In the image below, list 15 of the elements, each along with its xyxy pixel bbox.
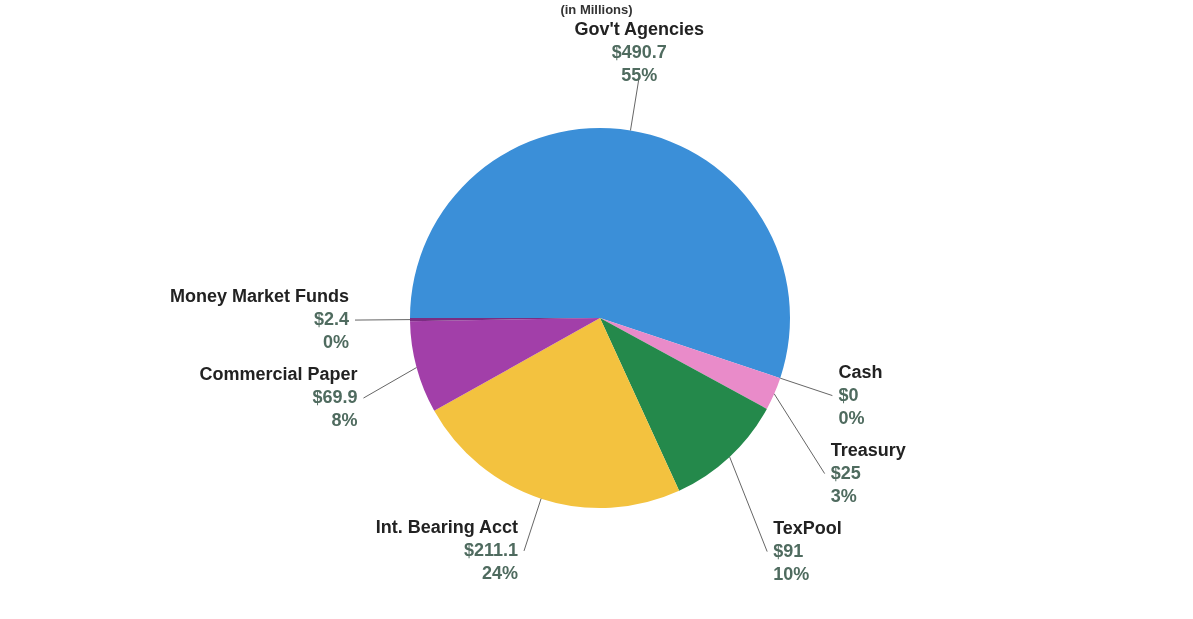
text: $0 0% [838,384,865,428]
slice-label: Int. Bearing Acct [375,516,519,537]
slice-label: Treasury [830,439,906,460]
slice-label: Commercial Paper [199,364,358,385]
data-label: $490.7 55% [611,42,667,86]
slice-label: Money Market Funds [169,286,350,307]
data-label: $91 10% [773,540,810,584]
slice-label: Gov't Agencies [574,19,705,40]
data-label: $211.1 24% [463,539,519,583]
data-label: $2.4 0% [313,309,350,353]
data-label: $25 3% [830,462,861,506]
slice-label: TexPool [773,517,842,538]
category-label: Cash [838,361,883,382]
chart-subtitle: (in Millions) [559,2,634,17]
data-label: $69.9 8% [312,387,358,431]
